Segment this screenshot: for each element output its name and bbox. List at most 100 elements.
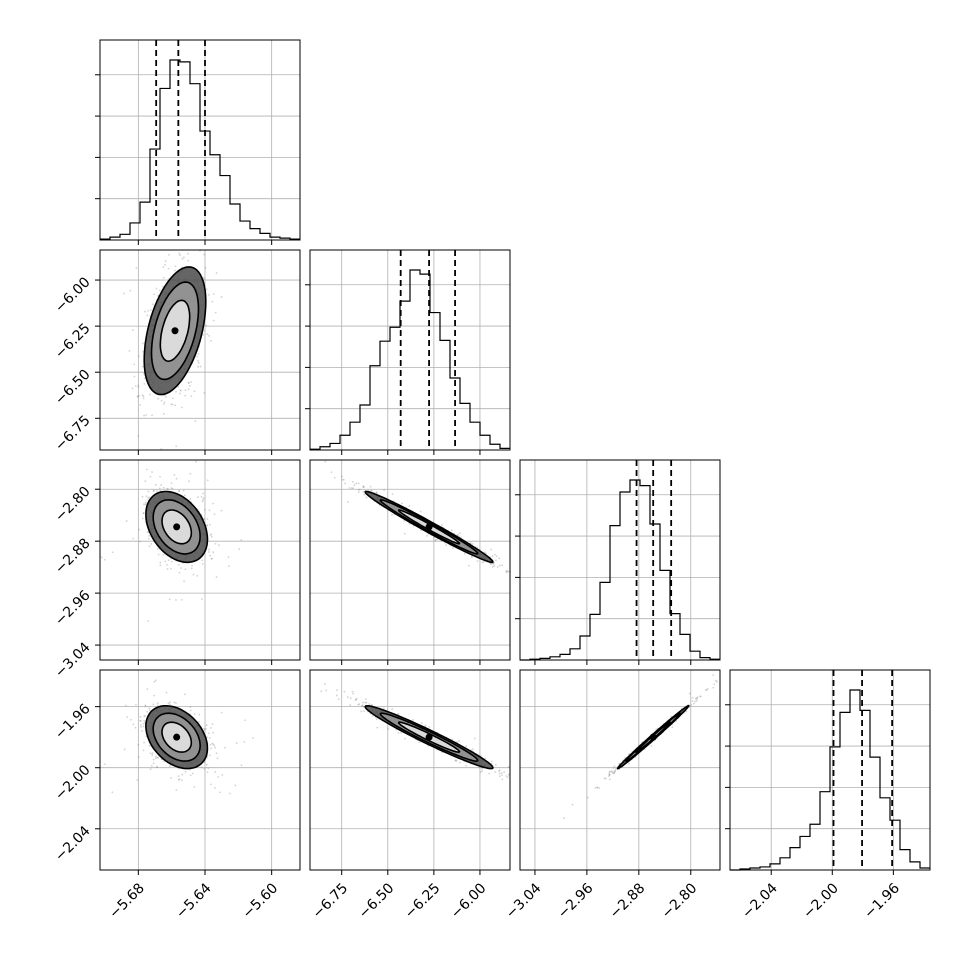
histogram-bin <box>380 341 390 450</box>
scatter-point <box>507 766 510 768</box>
scatter-point <box>495 559 497 562</box>
histogram-bin <box>790 848 800 870</box>
histogram-bin <box>220 176 230 240</box>
histogram-bin <box>680 634 690 660</box>
scatter-point <box>463 552 466 555</box>
histogram-bin <box>900 850 910 870</box>
scatter-point <box>197 365 200 368</box>
scatter-point <box>174 265 177 268</box>
scatter-point <box>210 557 213 560</box>
scatter-point <box>133 363 136 366</box>
scatter-point <box>177 779 180 781</box>
scatter-point <box>424 724 427 727</box>
scatter-point <box>336 689 338 691</box>
scatter-point <box>132 723 135 726</box>
scatter-point <box>173 701 176 704</box>
scatter-point <box>137 355 140 358</box>
scatter-point <box>210 783 212 786</box>
scatter-point <box>362 701 364 704</box>
scatter-point <box>215 576 218 579</box>
scatter-point <box>501 774 503 776</box>
scatter-point <box>209 339 212 342</box>
scatter-point <box>143 741 145 744</box>
scatter-point <box>492 563 495 566</box>
histogram-bin <box>780 858 790 870</box>
scatter-point <box>362 486 365 488</box>
scatter-point <box>203 509 206 511</box>
scatter-point <box>148 534 151 537</box>
scatter-point <box>166 487 169 490</box>
scatter-point <box>184 568 187 571</box>
scatter-point <box>214 746 216 749</box>
scatter-point <box>170 776 173 779</box>
histogram-bin <box>820 792 830 870</box>
scatter-point <box>145 413 148 416</box>
scatter-point <box>203 768 206 770</box>
scatter-point <box>144 503 147 506</box>
scatter-point <box>403 532 406 535</box>
scatter-point <box>206 479 209 482</box>
scatter-point <box>192 573 195 576</box>
histogram-bin <box>590 614 600 660</box>
scatter-point <box>132 537 135 540</box>
scatter-point <box>323 683 326 685</box>
scatter-point <box>190 381 192 383</box>
scatter-point <box>688 692 691 695</box>
scatter-point <box>189 472 192 475</box>
grid-lines <box>100 670 300 870</box>
scatter-point <box>471 543 474 545</box>
scatter-point <box>154 679 157 682</box>
scatter-point <box>212 731 214 734</box>
scatter-point <box>166 563 168 566</box>
scatter-point <box>178 571 181 574</box>
scatter-point <box>505 570 508 573</box>
scatter-point <box>155 287 158 290</box>
scatter-point <box>206 524 209 527</box>
scatter-point <box>458 740 461 742</box>
scatter-point <box>189 774 192 777</box>
scatter-point <box>210 747 212 750</box>
scatter-point <box>215 272 218 274</box>
scatter-point <box>201 598 203 601</box>
scatter-point <box>206 771 209 774</box>
scatter-point <box>179 389 182 392</box>
scatter-point <box>152 303 154 306</box>
scatter-point <box>175 789 178 791</box>
scatter-point <box>387 727 390 730</box>
scatter-point <box>131 329 134 332</box>
scatter-point <box>252 737 254 739</box>
scatter-point <box>143 719 146 722</box>
scatter-point <box>202 497 205 499</box>
scatter-point <box>212 743 215 746</box>
scatter-point <box>144 705 147 708</box>
histogram-bin <box>490 444 500 450</box>
scatter-point <box>122 292 125 295</box>
scatter-point <box>695 700 698 702</box>
histogram-bin <box>830 747 840 870</box>
scatter-point <box>178 490 181 493</box>
scatter-point <box>142 512 145 514</box>
scatter-point <box>148 709 151 712</box>
scatter-point <box>183 256 185 259</box>
histogram-bin <box>340 435 350 450</box>
scatter-point <box>165 691 168 694</box>
scatter-point <box>163 403 165 405</box>
panel-frame <box>99 249 301 451</box>
histogram-bin <box>210 155 220 240</box>
scatter-point <box>479 771 482 774</box>
panel-frame <box>99 459 301 661</box>
scatter-point <box>202 276 205 279</box>
scatter-point <box>157 397 160 400</box>
histogram-bin <box>850 690 860 870</box>
scatter-point <box>142 722 145 725</box>
scatter-point <box>181 773 184 776</box>
scatter-point <box>391 513 393 516</box>
scatter-point <box>216 757 219 760</box>
scatter-point <box>143 503 145 506</box>
scatter-point <box>211 723 214 726</box>
scatter-point <box>172 397 174 400</box>
scatter-point <box>139 716 142 718</box>
scatter-point <box>200 495 203 498</box>
scatter-point <box>343 478 345 481</box>
scatter-point <box>207 732 210 735</box>
